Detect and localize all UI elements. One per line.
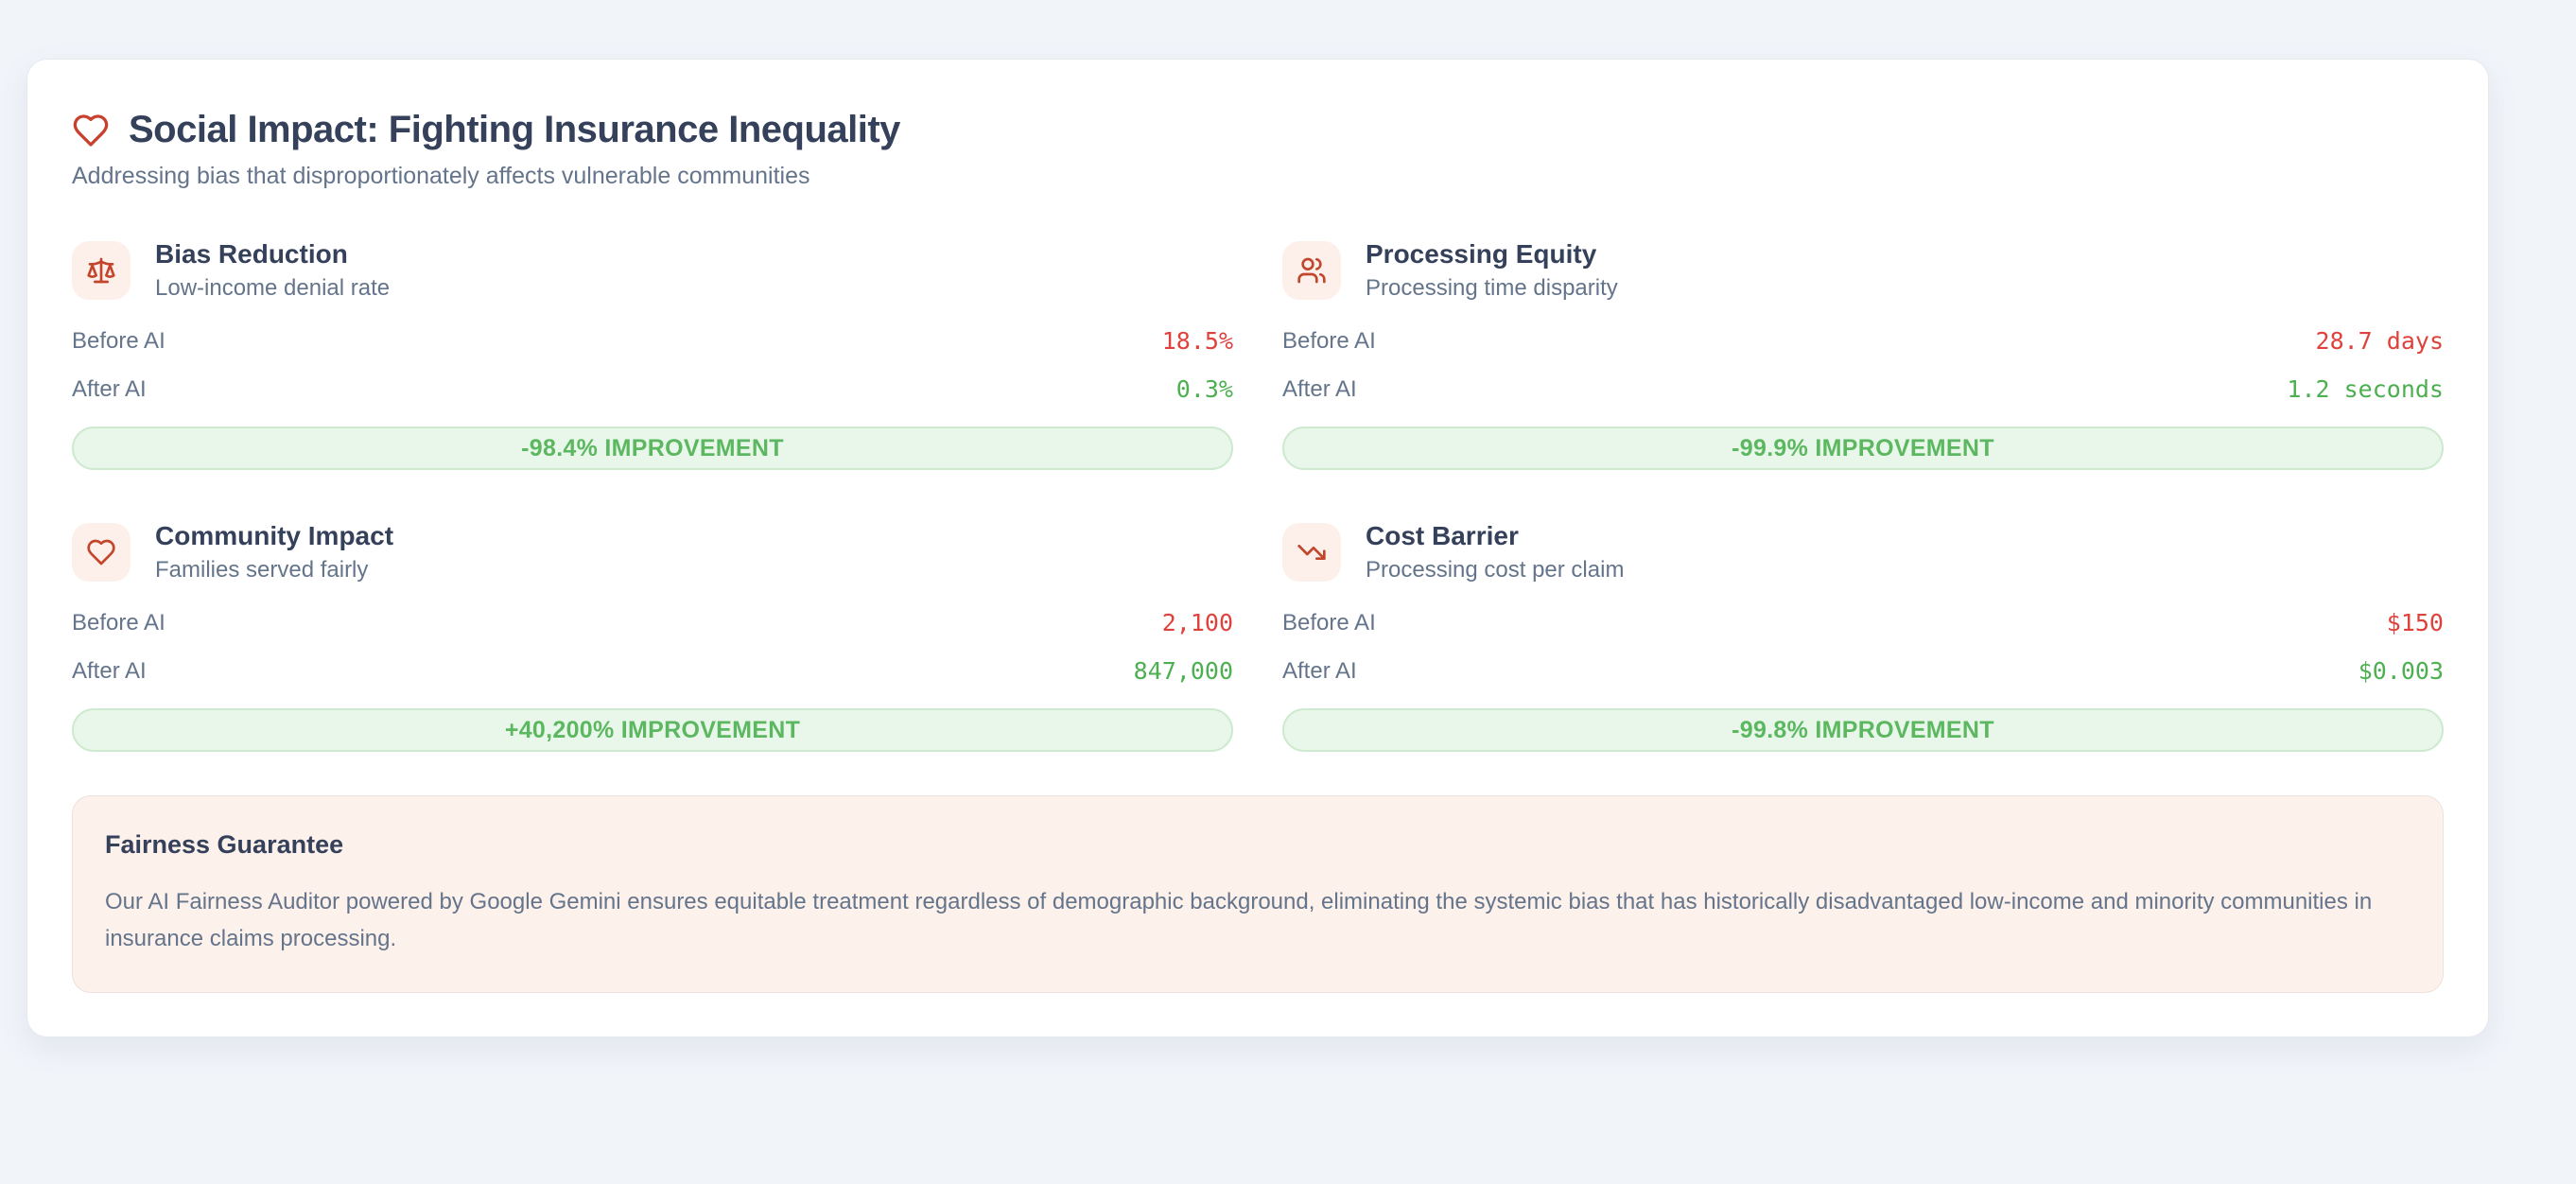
- before-ai-row: Before AI 28.7 days: [1282, 317, 2444, 365]
- metric-title: Bias Reduction: [155, 239, 348, 269]
- improvement-badge: +40,200% IMPROVEMENT: [72, 708, 1233, 752]
- before-ai-value: 2,100: [1161, 609, 1233, 636]
- after-ai-value: $0.003: [2358, 657, 2444, 685]
- metric-card-cost-barrier: Cost Barrier Processing cost per claim B…: [1282, 521, 2444, 752]
- heart-icon: [72, 523, 131, 582]
- before-ai-row: Before AI $150: [1282, 599, 2444, 647]
- metric-subtitle: Families served fairly: [155, 557, 369, 583]
- scale-icon: [72, 241, 131, 300]
- metric-title: Cost Barrier: [1366, 521, 1519, 550]
- fairness-body: Our AI Fairness Auditor powered by Googl…: [105, 889, 2373, 951]
- after-ai-label: After AI: [1282, 375, 1357, 402]
- before-ai-value: $150: [2386, 609, 2444, 636]
- before-ai-value: 28.7 days: [2315, 327, 2444, 355]
- after-ai-label: After AI: [1282, 657, 1357, 684]
- metric-title: Community Impact: [155, 521, 394, 550]
- metric-card-bias-reduction: Bias Reduction Low-income denial rate Be…: [72, 239, 1233, 470]
- fairness-guarantee-panel: Fairness Guarantee Our AI Fairness Audit…: [72, 795, 2444, 993]
- after-ai-value: 1.2 seconds: [2287, 375, 2444, 403]
- metrics-grid: Bias Reduction Low-income denial rate Be…: [72, 239, 2444, 752]
- page-title: Social Impact: Fighting Insurance Inequa…: [129, 109, 900, 150]
- before-ai-value: 18.5%: [1161, 327, 1233, 355]
- metric-card-processing-equity: Processing Equity Processing time dispar…: [1282, 239, 2444, 470]
- before-ai-row: Before AI 18.5%: [72, 317, 1233, 365]
- before-ai-label: Before AI: [72, 327, 165, 354]
- users-icon: [1282, 241, 1341, 300]
- card-header: Social Impact: Fighting Insurance Inequa…: [72, 109, 2444, 190]
- before-ai-row: Before AI 2,100: [72, 599, 1233, 647]
- social-impact-card: Social Impact: Fighting Insurance Inequa…: [26, 59, 2489, 1037]
- trending-down-icon: [1282, 523, 1341, 582]
- metric-subtitle: Processing cost per claim: [1366, 557, 1625, 583]
- metric-subtitle: Processing time disparity: [1366, 275, 1618, 301]
- before-ai-label: Before AI: [1282, 327, 1376, 354]
- after-ai-label: After AI: [72, 657, 147, 684]
- improvement-badge: -99.8% IMPROVEMENT: [1282, 708, 2444, 752]
- metric-card-community-impact: Community Impact Families served fairly …: [72, 521, 1233, 752]
- before-ai-label: Before AI: [1282, 609, 1376, 636]
- fairness-title: Fairness Guarantee: [105, 830, 344, 859]
- after-ai-row: After AI 1.2 seconds: [1282, 365, 2444, 413]
- improvement-badge: -99.9% IMPROVEMENT: [1282, 427, 2444, 470]
- page-subtitle: Addressing bias that disproportionately …: [72, 163, 810, 189]
- improvement-badge: -98.4% IMPROVEMENT: [72, 427, 1233, 470]
- before-ai-label: Before AI: [72, 609, 165, 636]
- metric-title: Processing Equity: [1366, 239, 1597, 269]
- after-ai-value: 0.3%: [1175, 375, 1233, 403]
- after-ai-value: 847,000: [1133, 657, 1233, 685]
- after-ai-label: After AI: [72, 375, 147, 402]
- heart-icon: [73, 113, 109, 147]
- metric-subtitle: Low-income denial rate: [155, 275, 391, 301]
- after-ai-row: After AI 847,000: [72, 647, 1233, 695]
- after-ai-row: After AI $0.003: [1282, 647, 2444, 695]
- after-ai-row: After AI 0.3%: [72, 365, 1233, 413]
